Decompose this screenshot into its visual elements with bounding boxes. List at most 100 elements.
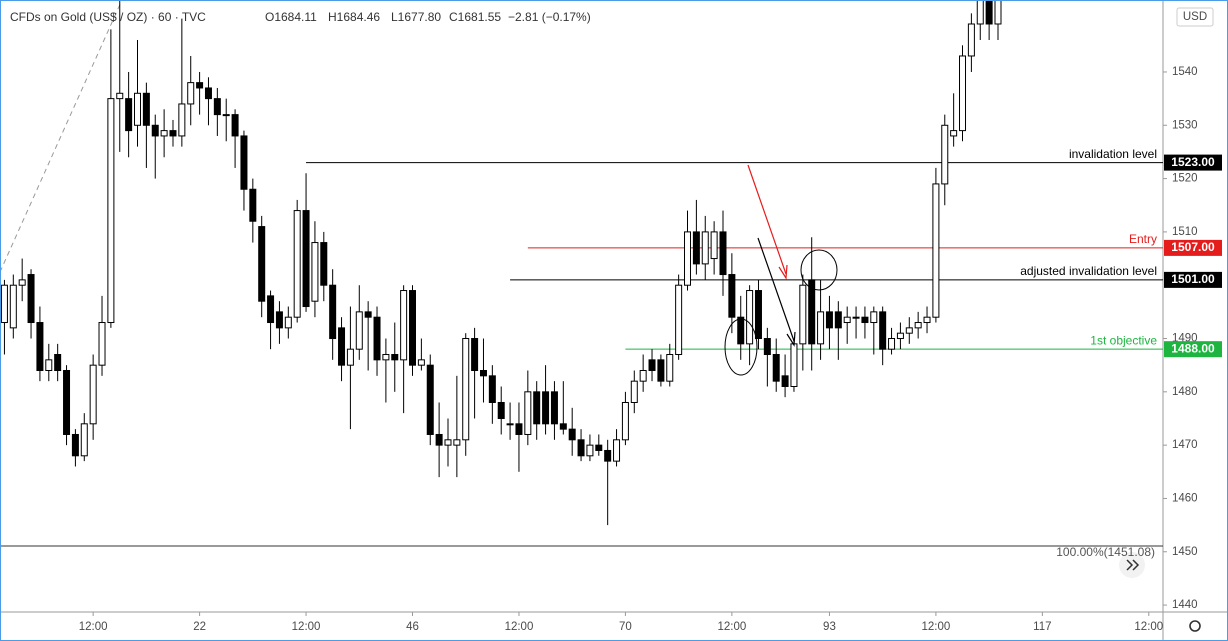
candle-body: [577, 439, 585, 457]
candle-body: [346, 348, 354, 366]
candle-body: [754, 290, 762, 340]
candle-body: [338, 327, 346, 366]
candle-body: [728, 274, 736, 318]
candle-body: [808, 279, 816, 345]
candle-body: [905, 327, 913, 334]
candle-body: [151, 124, 159, 137]
candle-body: [27, 274, 35, 324]
candle-body: [302, 210, 310, 308]
candle-body: [107, 98, 115, 324]
candle-body: [222, 114, 230, 117]
y-tick-label: 1460: [1172, 492, 1198, 504]
x-tick-label: 12:00: [922, 621, 951, 633]
candle-body: [834, 311, 842, 329]
candle-body: [45, 359, 53, 372]
arrow: [747, 164, 787, 275]
level-text: adjusted invalidation level: [1020, 264, 1157, 278]
candle-body: [959, 55, 967, 132]
candle-body: [639, 370, 647, 382]
candle-body: [896, 332, 904, 340]
ellipse: [800, 249, 838, 291]
candle-body: [0, 284, 8, 324]
candle-body: [400, 290, 408, 361]
candle-body: [790, 343, 798, 387]
y-tick-label: 1470: [1172, 439, 1198, 451]
candle-body: [80, 423, 88, 457]
candle-body: [985, 0, 993, 25]
candle-body: [284, 316, 292, 329]
candle-body: [134, 92, 142, 126]
level-text: 1st objective: [1090, 333, 1157, 347]
candle-body: [497, 401, 505, 419]
settings-icon[interactable]: [1189, 620, 1201, 632]
candle-body: [54, 354, 62, 372]
arrow: [757, 237, 795, 342]
candle-body: [275, 311, 283, 329]
candle-body: [435, 433, 443, 446]
price-tag: [1164, 154, 1222, 171]
candle-body: [116, 92, 124, 100]
price-tag-label: 1507.00: [1171, 240, 1215, 254]
candle-body: [870, 311, 878, 324]
x-tick-label: 46: [406, 621, 419, 633]
candle-body: [772, 354, 780, 382]
scroll-icon: [1126, 559, 1140, 571]
candle-body: [382, 354, 390, 361]
candle-body: [258, 226, 266, 302]
candle-body: [187, 82, 195, 105]
arrow-head: [786, 331, 796, 347]
candle-body: [613, 439, 621, 462]
price-tag: [1164, 239, 1222, 256]
ohlc-open: O1684.11: [265, 10, 317, 24]
candle-body: [488, 375, 496, 403]
candle-body: [213, 98, 221, 116]
candle-body: [994, 0, 1002, 25]
y-tick-label: 1480: [1172, 386, 1198, 398]
price-tag-label: 1523.00: [1171, 155, 1215, 169]
candle-body: [817, 311, 825, 345]
trend-line: [0, 0, 123, 273]
price-tag: [1164, 271, 1222, 288]
ohlc-close: C1681.55: [449, 10, 501, 24]
arrow-head: [778, 264, 788, 280]
candle-body: [888, 338, 896, 350]
candle-body: [684, 231, 692, 286]
candle-body: [453, 439, 461, 446]
candle-body: [98, 322, 106, 366]
candle-body: [178, 103, 186, 137]
candle-body: [763, 338, 771, 356]
price-tag: [1164, 341, 1222, 358]
candle-body: [648, 359, 656, 372]
candle-body: [914, 322, 922, 329]
chart-title: CFDs on Gold (US$ / OZ) · 60 · TVC: [10, 10, 206, 24]
candle-body: [240, 135, 248, 190]
y-tick-label: 1450: [1172, 546, 1198, 558]
candle-body: [710, 231, 718, 260]
candle-body: [692, 231, 700, 265]
ohlc-high: H1684.46: [328, 10, 380, 24]
fib-label: 100.00%(1451.08): [1056, 545, 1155, 559]
level-text: invalidation level: [1069, 147, 1157, 161]
candle-body: [89, 364, 97, 425]
candle-body: [568, 428, 576, 441]
candle-body: [320, 242, 328, 286]
candle-body: [630, 380, 638, 403]
x-tick-label: 12:00: [292, 621, 321, 633]
candle-body: [976, 0, 984, 25]
price-tag-label: 1501.00: [1171, 272, 1215, 286]
candle-body: [409, 290, 417, 366]
candle-body: [444, 439, 452, 446]
x-tick-label: 70: [619, 621, 632, 633]
candle-body: [231, 114, 239, 137]
candle-body: [160, 130, 168, 137]
candle-body: [932, 183, 940, 318]
candle-body: [311, 242, 319, 302]
x-tick-label: 12:00: [79, 621, 108, 633]
currency-box[interactable]: [1176, 7, 1214, 27]
candle-body: [533, 391, 541, 425]
candle-body: [621, 401, 629, 441]
candle-body: [18, 279, 26, 286]
currency[interactable]: USD: [1183, 11, 1207, 23]
candle-body: [923, 316, 931, 324]
candle-body: [657, 359, 665, 382]
